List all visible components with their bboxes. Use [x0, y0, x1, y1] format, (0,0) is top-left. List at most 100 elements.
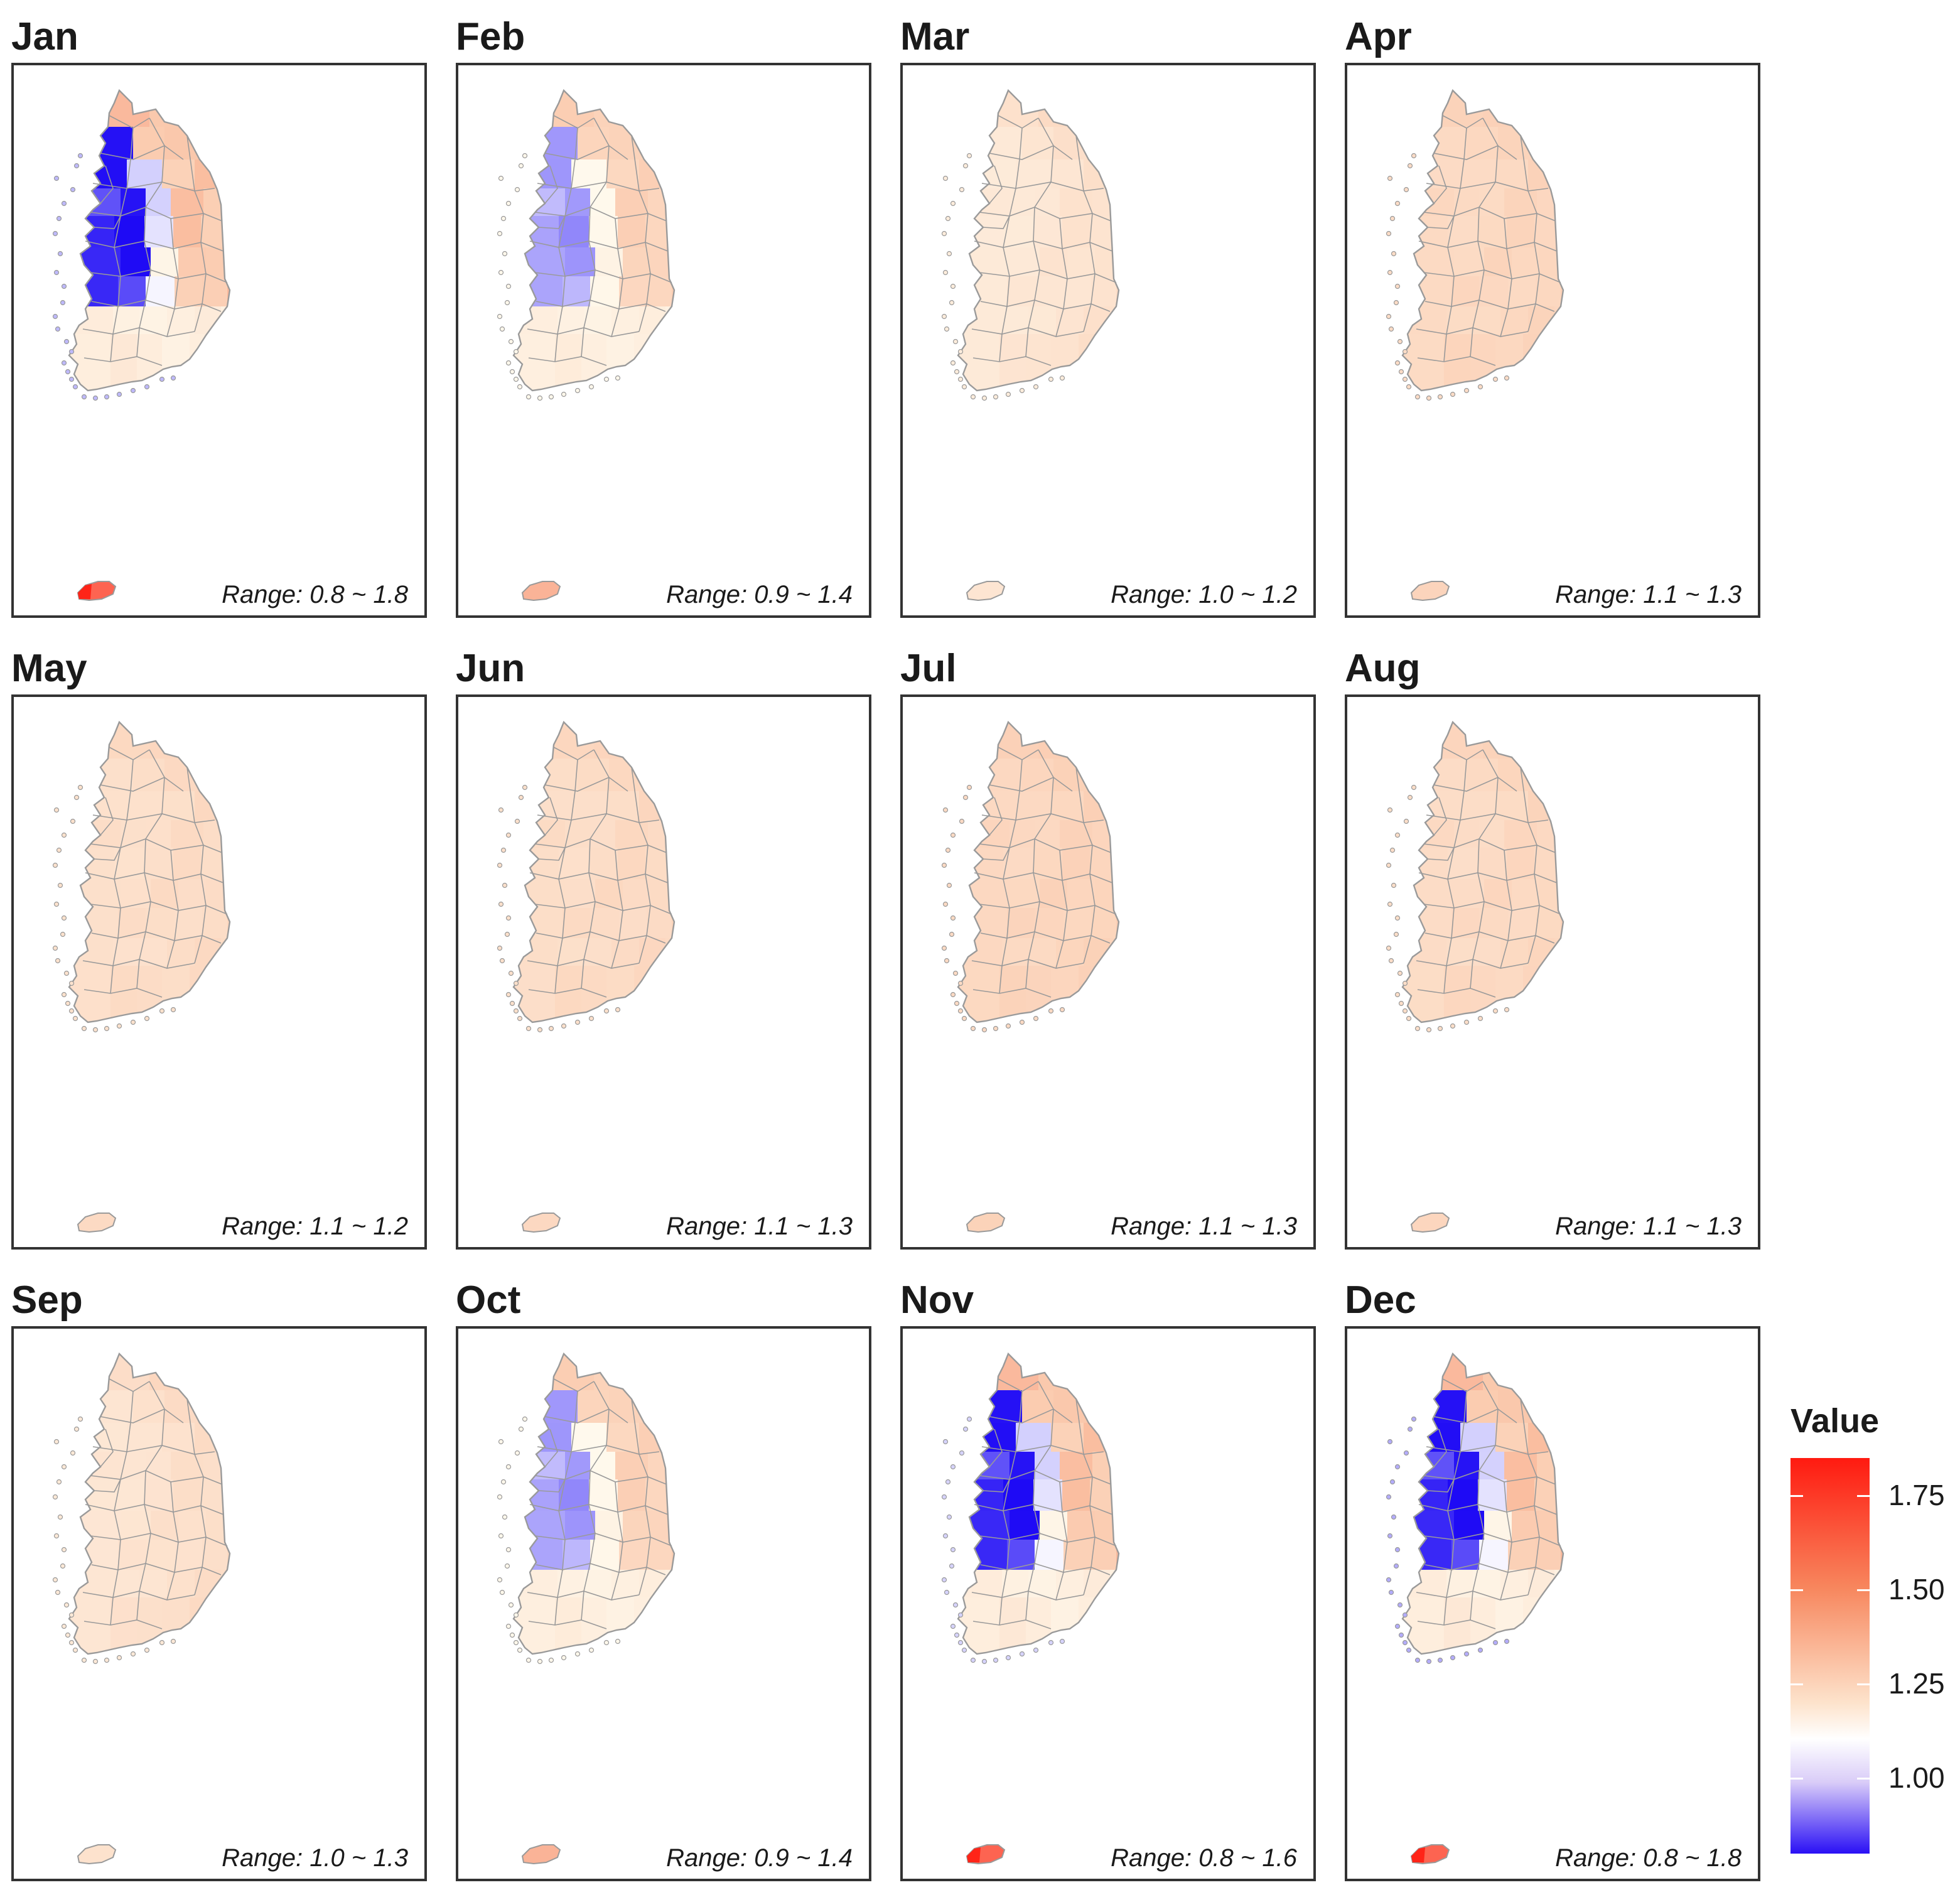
panel-title-dec: Dec [1345, 1278, 1416, 1322]
island [525, 1657, 532, 1663]
range-label: Range: 1.1 ~ 1.3 [1111, 1213, 1297, 1240]
district-region [1425, 791, 1461, 821]
district-boundary [529, 872, 669, 883]
district-region [1067, 879, 1096, 909]
district-region [571, 159, 607, 189]
district-boundary [94, 1479, 121, 1493]
island [1019, 1019, 1025, 1025]
island [950, 360, 956, 366]
district-region [162, 159, 195, 189]
district-boundary [1424, 1563, 1555, 1575]
district-region [958, 1540, 974, 1570]
island [73, 1426, 80, 1432]
district-boundary [611, 880, 623, 969]
district-boundary [544, 797, 558, 836]
range-label: Range: 0.8 ~ 1.8 [222, 581, 408, 608]
island [962, 163, 969, 169]
district-boundary [1417, 988, 1496, 998]
island [1426, 1027, 1432, 1033]
district-region [127, 791, 163, 821]
island [68, 348, 75, 355]
island [61, 915, 67, 921]
island [942, 175, 949, 181]
district-region [1508, 1540, 1536, 1570]
district-region [1429, 127, 1467, 160]
district-region [565, 188, 591, 217]
island [950, 1464, 956, 1470]
district-boundary [544, 165, 558, 204]
island [1394, 200, 1401, 207]
island [61, 1623, 67, 1629]
island [1391, 882, 1397, 888]
district-boundary [1075, 135, 1096, 332]
district-boundary [989, 777, 1073, 792]
district-region [958, 722, 990, 759]
island [957, 980, 964, 986]
district-region [1507, 216, 1535, 248]
district-boundary [90, 207, 223, 222]
island [961, 1647, 967, 1653]
district-region [206, 879, 230, 909]
district-region [1470, 1597, 1496, 1654]
island [61, 200, 67, 207]
district-region [80, 216, 115, 248]
island [498, 901, 504, 907]
jeju-island [1410, 1213, 1450, 1233]
district-region [565, 820, 591, 848]
island [55, 326, 61, 332]
district-region [540, 759, 578, 792]
district-boundary [1423, 269, 1561, 283]
district-region [175, 908, 203, 939]
island [499, 958, 505, 964]
district-boundary [90, 269, 228, 283]
island [1048, 1008, 1054, 1014]
district-region [121, 879, 151, 909]
district-region [589, 1479, 618, 1511]
island [509, 369, 515, 375]
district-region [187, 1354, 212, 1391]
district-boundary [611, 248, 623, 337]
island [949, 1563, 955, 1569]
district-region [1062, 216, 1090, 248]
island [144, 1647, 150, 1653]
map-panel-jan: Range: 0.8 ~ 1.8 [11, 63, 427, 618]
district-region [1454, 1511, 1485, 1540]
district-region [171, 820, 204, 848]
district-region [1119, 879, 1144, 909]
island [1394, 832, 1401, 838]
district-region [958, 127, 985, 160]
district-boundary [170, 218, 174, 249]
district-boundary [554, 1391, 578, 1626]
district-region [632, 90, 657, 127]
island [104, 394, 110, 400]
district-region [1403, 306, 1408, 335]
legend-tick-label: 1.50 [1888, 1573, 1945, 1606]
island [63, 970, 70, 976]
district-region [559, 216, 590, 248]
island [68, 1008, 75, 1014]
district-region [606, 1597, 635, 1654]
island [513, 1008, 519, 1014]
island [52, 230, 58, 237]
district-region [92, 1423, 127, 1452]
district-region [634, 1597, 659, 1654]
island [1437, 1657, 1443, 1663]
district-region [590, 1540, 620, 1570]
district-region [606, 334, 635, 391]
district-region [1403, 1452, 1419, 1480]
district-region [1563, 1511, 1588, 1540]
district-region [595, 1511, 623, 1540]
island [505, 832, 512, 838]
district-region [92, 159, 127, 189]
island [513, 1612, 519, 1618]
island [499, 326, 505, 332]
district-region [958, 90, 990, 127]
district-region [958, 188, 975, 217]
island [561, 391, 567, 397]
island [1397, 970, 1403, 976]
district-boundary [1443, 759, 1467, 994]
island [1414, 394, 1421, 400]
district-region [1479, 908, 1509, 939]
district-region [1448, 848, 1478, 880]
district-boundary [593, 1381, 610, 1410]
